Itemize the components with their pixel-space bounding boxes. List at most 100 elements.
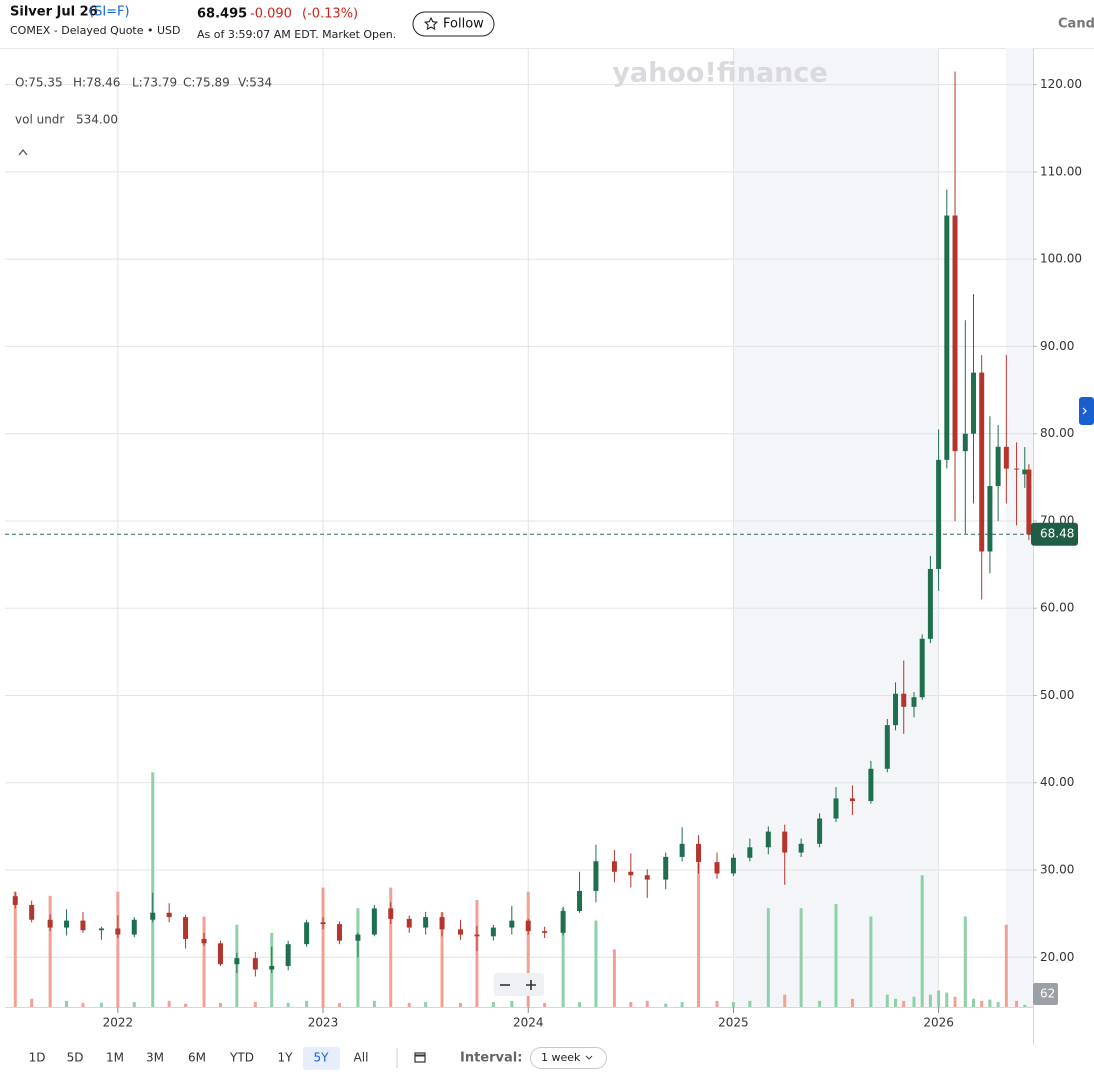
- volume-bar: [13, 891, 17, 1007]
- candle-body: [696, 843, 702, 863]
- candle-body: [782, 831, 788, 853]
- candle-body: [1003, 446, 1009, 469]
- candle-body: [201, 938, 207, 944]
- exchange-info: COMEX - Delayed Quote • USD: [10, 24, 181, 37]
- last-price-tag: [1031, 522, 1078, 546]
- volume-bar: [645, 1000, 649, 1007]
- candle-body: [911, 697, 917, 707]
- volume-bar: [766, 908, 770, 1007]
- candle-body: [868, 768, 874, 802]
- candle-body: [525, 920, 531, 932]
- candle-body: [944, 215, 950, 460]
- volume-bar: [680, 1002, 684, 1007]
- range-button[interactable]: 1M: [106, 1051, 124, 1065]
- range-button[interactable]: 5Y: [314, 1051, 330, 1065]
- follow-label: Follow: [443, 17, 484, 32]
- volume-bar: [30, 998, 34, 1007]
- volume-bar: [885, 994, 889, 1007]
- range-button[interactable]: 5D: [67, 1051, 84, 1065]
- volume-bar: [664, 1003, 668, 1007]
- candle-body: [423, 917, 429, 928]
- candle-body: [893, 693, 899, 726]
- x-tick-label: 2026: [923, 1016, 954, 1030]
- candle-body: [1026, 469, 1032, 535]
- collapse-caret[interactable]: [18, 148, 28, 156]
- candle-body: [388, 908, 394, 919]
- side-tab[interactable]: [1079, 397, 1094, 425]
- candle-body: [131, 919, 137, 935]
- volume-bar: [834, 904, 838, 1007]
- range-button[interactable]: All: [354, 1051, 369, 1065]
- volume-bar: [407, 1002, 411, 1007]
- range-button[interactable]: 3M: [146, 1051, 164, 1065]
- volume-bar: [202, 916, 206, 1007]
- calendar-button[interactable]: [414, 1052, 426, 1063]
- candle-body: [47, 919, 53, 928]
- range-button[interactable]: 1Y: [278, 1051, 294, 1065]
- range-button[interactable]: 6M: [188, 1051, 206, 1065]
- y-tick-label: 90.00: [1040, 339, 1074, 353]
- volume-bar: [305, 1000, 309, 1007]
- candle-body: [765, 831, 771, 848]
- candle-body: [1022, 469, 1028, 475]
- candle-body: [1014, 468, 1020, 470]
- range-selected-bg: [303, 1047, 340, 1070]
- interval-dropdown[interactable]: 1 week: [530, 1047, 607, 1069]
- volume-bar: [116, 891, 120, 1007]
- volume-bar: [48, 895, 52, 1007]
- volume-bar: [937, 990, 941, 1007]
- candle-body: [833, 798, 839, 819]
- candle-body: [474, 934, 480, 937]
- instrument-name: Silver Jul 26: [10, 5, 98, 20]
- volume-bar: [337, 1002, 341, 1007]
- dropdown-chevron: [585, 1055, 593, 1060]
- candle-body: [979, 372, 985, 552]
- candle-body: [371, 908, 377, 935]
- y-tick-label: 100.00: [1040, 252, 1082, 266]
- ohlcv-item: O:75.35: [15, 76, 63, 90]
- zoom-in[interactable]: [526, 980, 536, 990]
- volume-bar: [1023, 1004, 1027, 1007]
- volume-bar: [902, 1000, 906, 1007]
- symbol-link[interactable]: (SI=F): [89, 5, 130, 20]
- volume-bar: [151, 772, 155, 1007]
- interval-dropdown-frame: [530, 1047, 607, 1069]
- volume-bar: [475, 899, 479, 1007]
- candle-body: [336, 924, 342, 941]
- period-shade: [734, 48, 939, 1007]
- price: 68.495: [197, 7, 247, 22]
- range-button[interactable]: 1D: [29, 1051, 46, 1065]
- ohlcv-item: H:78.46: [73, 76, 120, 90]
- volume-bar: [783, 994, 787, 1007]
- candle-body: [987, 486, 993, 552]
- volume-bar: [321, 887, 325, 1007]
- volume-bar: [971, 998, 975, 1007]
- last-volume-label: 62: [1040, 987, 1055, 1001]
- candle-body: [542, 931, 548, 933]
- volume-bar: [920, 875, 924, 1007]
- candle-body: [730, 857, 736, 874]
- volume-bar: [715, 1000, 719, 1007]
- volume-bar: [945, 992, 949, 1007]
- candle-body: [234, 958, 240, 965]
- follow-button[interactable]: Follow: [412, 11, 495, 37]
- volume-bar: [731, 1002, 735, 1007]
- y-tick-label: 30.00: [1040, 863, 1074, 877]
- volume-bar: [184, 1003, 188, 1007]
- candle-body: [252, 958, 258, 970]
- chart-style-menu[interactable]: Candle: [1058, 17, 1094, 32]
- candle-body: [458, 929, 464, 935]
- candle-body: [798, 843, 804, 853]
- follow-button-frame: [412, 11, 495, 37]
- volume-bar: [389, 887, 393, 1007]
- chart-style-label: Candle: [1058, 17, 1094, 32]
- range-button[interactable]: YTD: [229, 1051, 254, 1065]
- candle-body: [183, 917, 189, 939]
- volume-bar: [928, 994, 932, 1007]
- candle-body: [611, 861, 617, 872]
- volume-bar: [491, 1002, 495, 1007]
- candle-body: [970, 372, 976, 434]
- volume-bar: [612, 949, 616, 1007]
- candle-body: [644, 875, 650, 880]
- volume-bar: [440, 912, 444, 1007]
